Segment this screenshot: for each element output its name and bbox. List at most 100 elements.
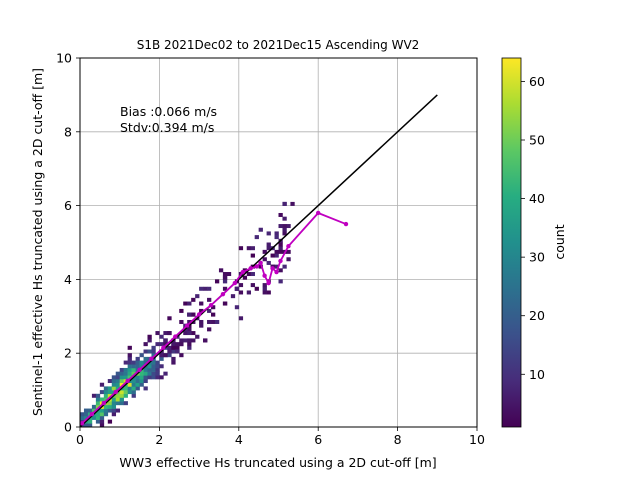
heatmap-cell [199,319,204,324]
heatmap-cell [147,375,152,380]
binned-mean-point [278,258,283,264]
heatmap-cell [159,356,164,361]
binned-mean-point [196,312,202,317]
heatmap-cell [143,367,148,372]
heatmap-cell [266,242,271,247]
heatmap-cell [115,397,120,402]
binned-mean-point [248,266,253,271]
heatmap-cell [270,253,275,258]
heatmap-cell [83,415,89,420]
heatmap-cell [127,367,132,372]
heatmap-cell [135,356,140,361]
heatmap-cell [151,345,156,350]
heatmap-cell [135,364,140,369]
heatmap-cell [155,360,160,365]
heatmap-cell [111,404,117,409]
heatmap-cell [262,286,267,291]
heatmap-cell [131,367,136,372]
heatmap-cell [115,371,120,376]
heatmap-cell [115,408,120,413]
heatmap-cell [143,356,148,361]
heatmap-cell [147,367,152,372]
axis-ticks: 0 2 4 6 8 10 0 2 4 6 8 10 [56,51,485,448]
heatmap-cell [123,393,128,398]
heatmap-cell [187,345,192,350]
heatmap-cell [163,342,168,347]
x-tick-label: 0 [76,432,84,447]
binned-mean-point [184,323,190,328]
heatmap-cell [211,312,216,317]
heatmap-cell [95,393,101,398]
heatmap-cell [147,338,152,343]
heatmap-cell [167,349,172,354]
heatmap-cell [95,412,101,417]
heatmap-cell [127,382,132,387]
heatmap-cell [147,349,152,354]
stdv-annotation: Stdv:0.394 m/s [120,120,214,135]
heatmap-cell [195,294,200,299]
heatmap-cell [258,227,263,232]
one-to-one-line [79,94,438,428]
heatmap-cell [278,224,283,229]
bias-annotation: Bias :0.066 m/s [120,104,217,119]
heatmap-cell [199,308,204,313]
heatmap-cell [127,390,132,395]
heatmap-cell [87,423,93,428]
heatmap-cell [127,371,132,376]
heatmap-cell [87,408,93,413]
heatmap-cell [99,382,105,387]
heatmap-cell [103,386,109,391]
heatmap-cell [286,257,291,262]
heatmap-cell [282,264,287,269]
heatmap-cell [123,367,128,372]
heatmap-cell [123,360,128,365]
heatmap-cell [123,386,128,391]
heatmap-cell [83,408,89,413]
heatmap-cell [151,375,156,380]
heatmap-cell [123,371,128,376]
heatmap-cell [111,382,117,387]
heatmap-cell [167,345,172,350]
heatmap-cell [207,286,212,291]
heatmap-cell [87,419,93,424]
heatmap-cell [111,401,117,406]
heatmap-cell [191,297,196,302]
heatmap-cell [123,375,128,380]
heatmap-cell [139,375,144,380]
heatmap-cell [167,353,172,358]
heatmap-cell [266,290,271,295]
heatmap-cell [143,349,148,354]
heatmap-cell [131,364,136,369]
colorbar-label: count [552,224,567,259]
heatmap-cell [222,286,228,291]
heatmap-cell [262,290,267,295]
binned-mean-point [137,367,142,373]
colorbar-tick-label: 40 [529,191,545,206]
x-axis-label: WW3 effective Hs truncated using a 2D cu… [119,455,436,470]
heatmap-cell [238,283,244,288]
y-axis-label: Sentinel-1 effective Hs truncated using … [30,68,45,416]
heatmap-cell [187,327,192,332]
heatmap-cell [222,279,228,284]
heatmap-cell [99,415,105,420]
heatmap-cell [91,408,97,413]
heatmap-cell [119,393,124,398]
heatmap-cell [175,342,180,347]
binned-mean-point [101,400,107,406]
heatmap-cell [222,275,228,280]
heatmap-cell [119,375,124,380]
heatmap-cell [183,301,188,306]
heatmap-cell [83,423,89,428]
heatmap-cell [83,412,89,417]
heatmap-cell [135,386,140,391]
heatmap-cell [238,316,244,321]
heatmap-cell [246,290,252,295]
heatmap-cell [151,353,156,358]
heatmap-cell [211,305,216,310]
heatmap-cell [159,364,164,369]
heatmap-cell [107,379,113,384]
heatmap-cell [207,319,212,324]
heatmap-cell [171,360,176,365]
heatmap-cell [207,327,212,332]
heatmap-cell [207,308,212,313]
